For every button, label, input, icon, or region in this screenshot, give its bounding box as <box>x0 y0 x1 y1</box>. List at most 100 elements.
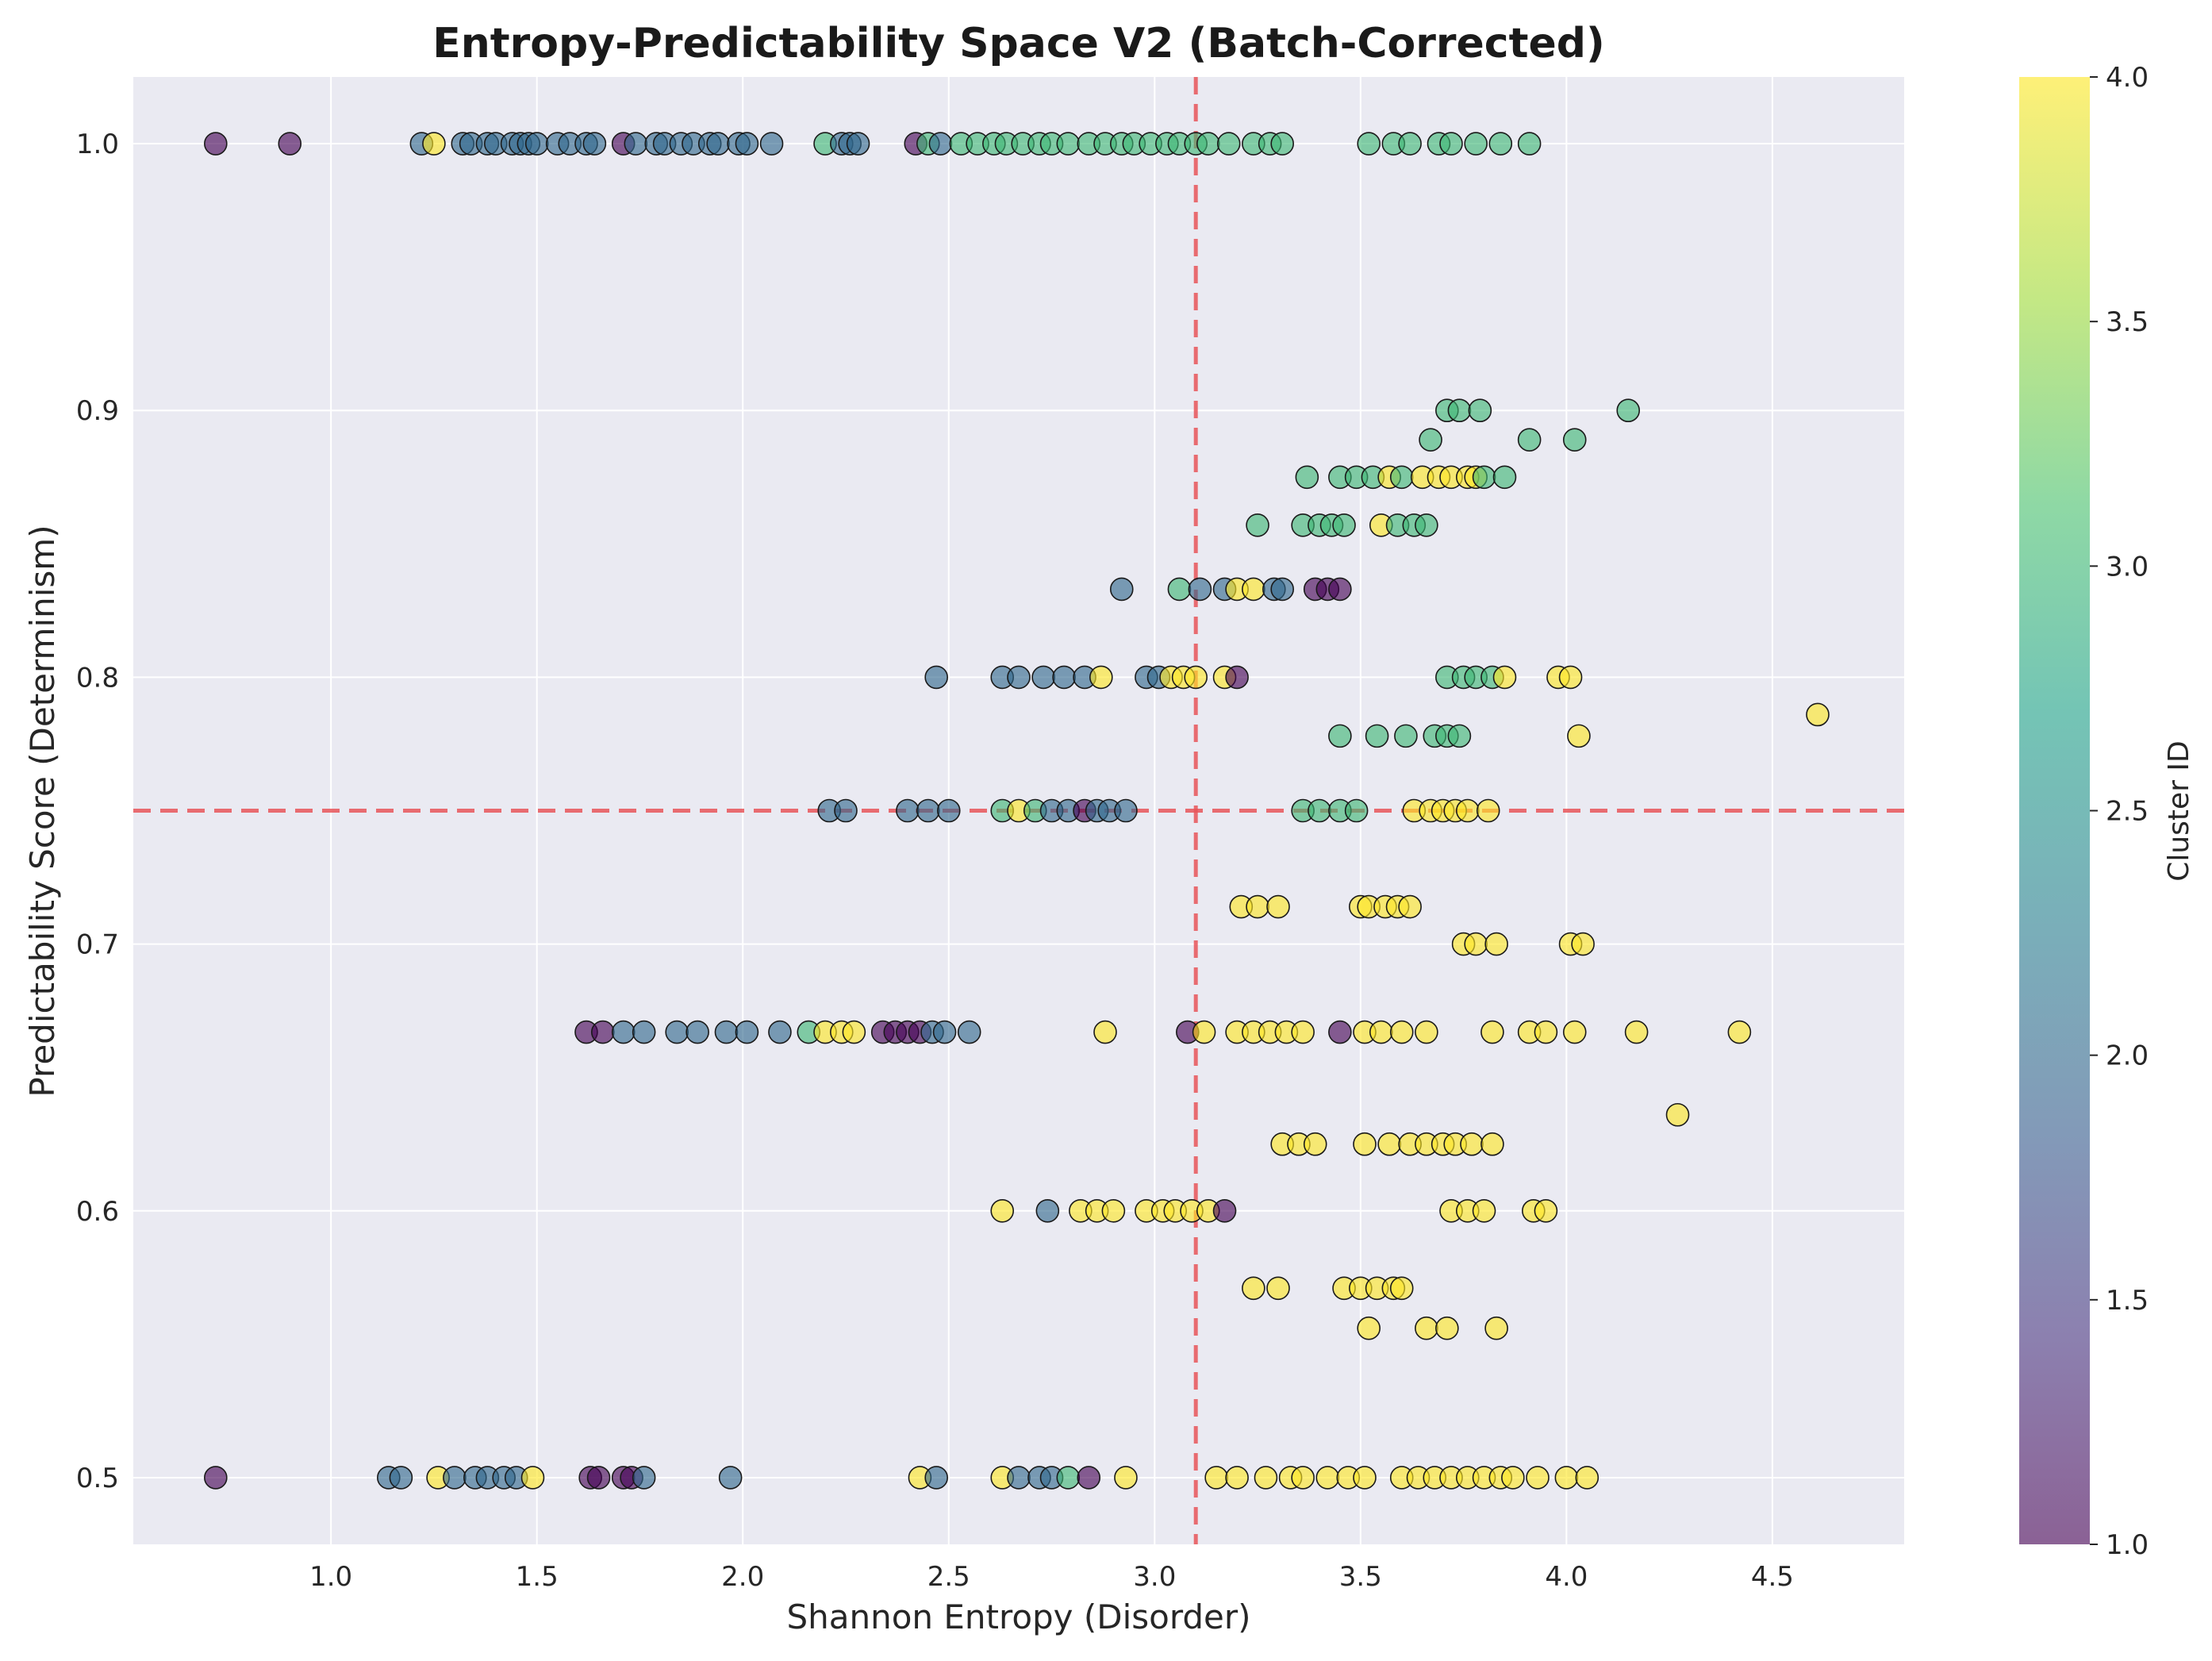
data-point <box>1270 577 1295 602</box>
data-point <box>1007 665 1031 690</box>
data-point <box>759 132 784 156</box>
data-point <box>1472 1198 1496 1223</box>
data-point <box>204 1466 228 1490</box>
data-point <box>1077 1466 1101 1490</box>
colorbar-tick-label: 3.0 <box>2106 551 2149 583</box>
data-point <box>1484 1316 1508 1340</box>
data-point <box>624 132 648 156</box>
y-tick-label: 0.5 <box>76 1463 119 1494</box>
x-tick-label: 3.0 <box>1133 1561 1176 1593</box>
data-point <box>1328 724 1352 748</box>
data-point <box>1101 1198 1126 1223</box>
colorbar-tick-label: 1.0 <box>2106 1529 2149 1561</box>
y-tick-label: 0.8 <box>76 662 119 694</box>
data-point <box>1435 1316 1459 1340</box>
data-point <box>1419 428 1442 452</box>
data-point <box>1439 132 1463 156</box>
data-point <box>632 1466 656 1490</box>
colorbar-tick-labels: 1.0 1.5 2.0 2.5 3.0 3.5 4.0 <box>2090 62 2149 1561</box>
x-tick-labels: 1.0 1.5 2.0 2.5 3.0 3.5 4.0 4.5 <box>309 1561 1794 1593</box>
data-point <box>1303 1132 1327 1156</box>
data-point <box>1480 1020 1504 1044</box>
y-tick-label: 1.0 <box>76 129 119 160</box>
data-point <box>1114 798 1138 823</box>
data-point <box>1554 1466 1579 1490</box>
data-point <box>1344 798 1369 823</box>
data-point <box>1167 577 1192 602</box>
y-tick-label: 0.6 <box>76 1196 119 1228</box>
data-point <box>1476 798 1500 823</box>
data-point <box>932 1020 957 1044</box>
data-point <box>714 1020 739 1044</box>
y-axis-label: Predictability Score (Determinism) <box>23 525 62 1097</box>
x-axis-label: Shannon Entropy (Disorder) <box>786 1598 1250 1636</box>
data-point <box>1291 1020 1315 1044</box>
data-point <box>685 1020 709 1044</box>
data-point <box>1806 702 1830 727</box>
data-point <box>1031 665 1055 690</box>
data-point <box>1216 132 1241 156</box>
data-point <box>1484 932 1508 956</box>
data-point <box>1291 1466 1315 1490</box>
data-point <box>1571 932 1595 956</box>
colorbar-label: Cluster ID <box>2163 740 2195 882</box>
data-point <box>1357 1316 1381 1340</box>
data-point <box>768 1020 792 1044</box>
data-point <box>990 1198 1015 1223</box>
x-tick-label: 4.5 <box>1751 1561 1794 1593</box>
data-point <box>1464 932 1488 956</box>
data-point <box>1389 1276 1414 1301</box>
data-point <box>1242 577 1265 602</box>
data-point <box>1270 132 1295 156</box>
x-tick-label: 2.5 <box>927 1561 970 1593</box>
data-point <box>1204 1466 1228 1490</box>
data-point <box>1534 1198 1558 1223</box>
data-point <box>1365 724 1389 748</box>
data-point <box>1517 132 1542 156</box>
data-point <box>1266 1276 1290 1301</box>
x-tick-label: 3.5 <box>1339 1561 1382 1593</box>
data-point <box>1415 1020 1438 1044</box>
data-point <box>389 1466 413 1490</box>
data-point <box>443 1466 467 1490</box>
data-point <box>1415 1316 1438 1340</box>
data-point <box>924 1466 948 1490</box>
data-point <box>665 1020 689 1044</box>
data-point <box>1196 132 1220 156</box>
data-point <box>1225 665 1249 690</box>
data-point <box>1242 1276 1265 1301</box>
data-point <box>1056 1466 1081 1490</box>
y-tick-label: 0.7 <box>76 929 119 961</box>
data-point <box>632 1020 656 1044</box>
data-point <box>1460 1132 1484 1156</box>
data-point <box>896 798 920 823</box>
colorbar-tick-label: 4.0 <box>2106 62 2149 94</box>
data-point <box>1488 132 1513 156</box>
data-point <box>1052 665 1076 690</box>
data-point <box>1109 577 1134 602</box>
data-point <box>1415 513 1438 537</box>
data-point <box>1188 577 1212 602</box>
data-point <box>1455 798 1480 823</box>
x-tick-label: 2.0 <box>721 1561 764 1593</box>
data-point <box>204 132 228 156</box>
colorbar-tick-label: 2.5 <box>2106 796 2149 828</box>
data-points <box>204 132 1830 1490</box>
chart-title: Entropy-Predictability Space V2 (Batch-C… <box>432 20 1605 67</box>
data-point <box>834 798 858 823</box>
data-point <box>1492 465 1517 490</box>
data-point <box>1353 1466 1377 1490</box>
x-tick-label: 4.0 <box>1545 1561 1588 1593</box>
data-point <box>1308 798 1331 823</box>
x-tick-label: 1.0 <box>309 1561 352 1593</box>
data-point <box>1727 1020 1752 1044</box>
colorbar-tick-label: 3.5 <box>2106 306 2149 338</box>
data-point <box>1315 1466 1340 1490</box>
data-point <box>846 132 870 156</box>
y-tick-label: 0.9 <box>76 395 119 427</box>
data-point <box>1389 1020 1414 1044</box>
y-tick-labels: 0.5 0.6 0.7 0.8 0.9 1.0 <box>76 129 119 1494</box>
data-point <box>278 132 302 156</box>
data-point <box>1472 465 1496 490</box>
